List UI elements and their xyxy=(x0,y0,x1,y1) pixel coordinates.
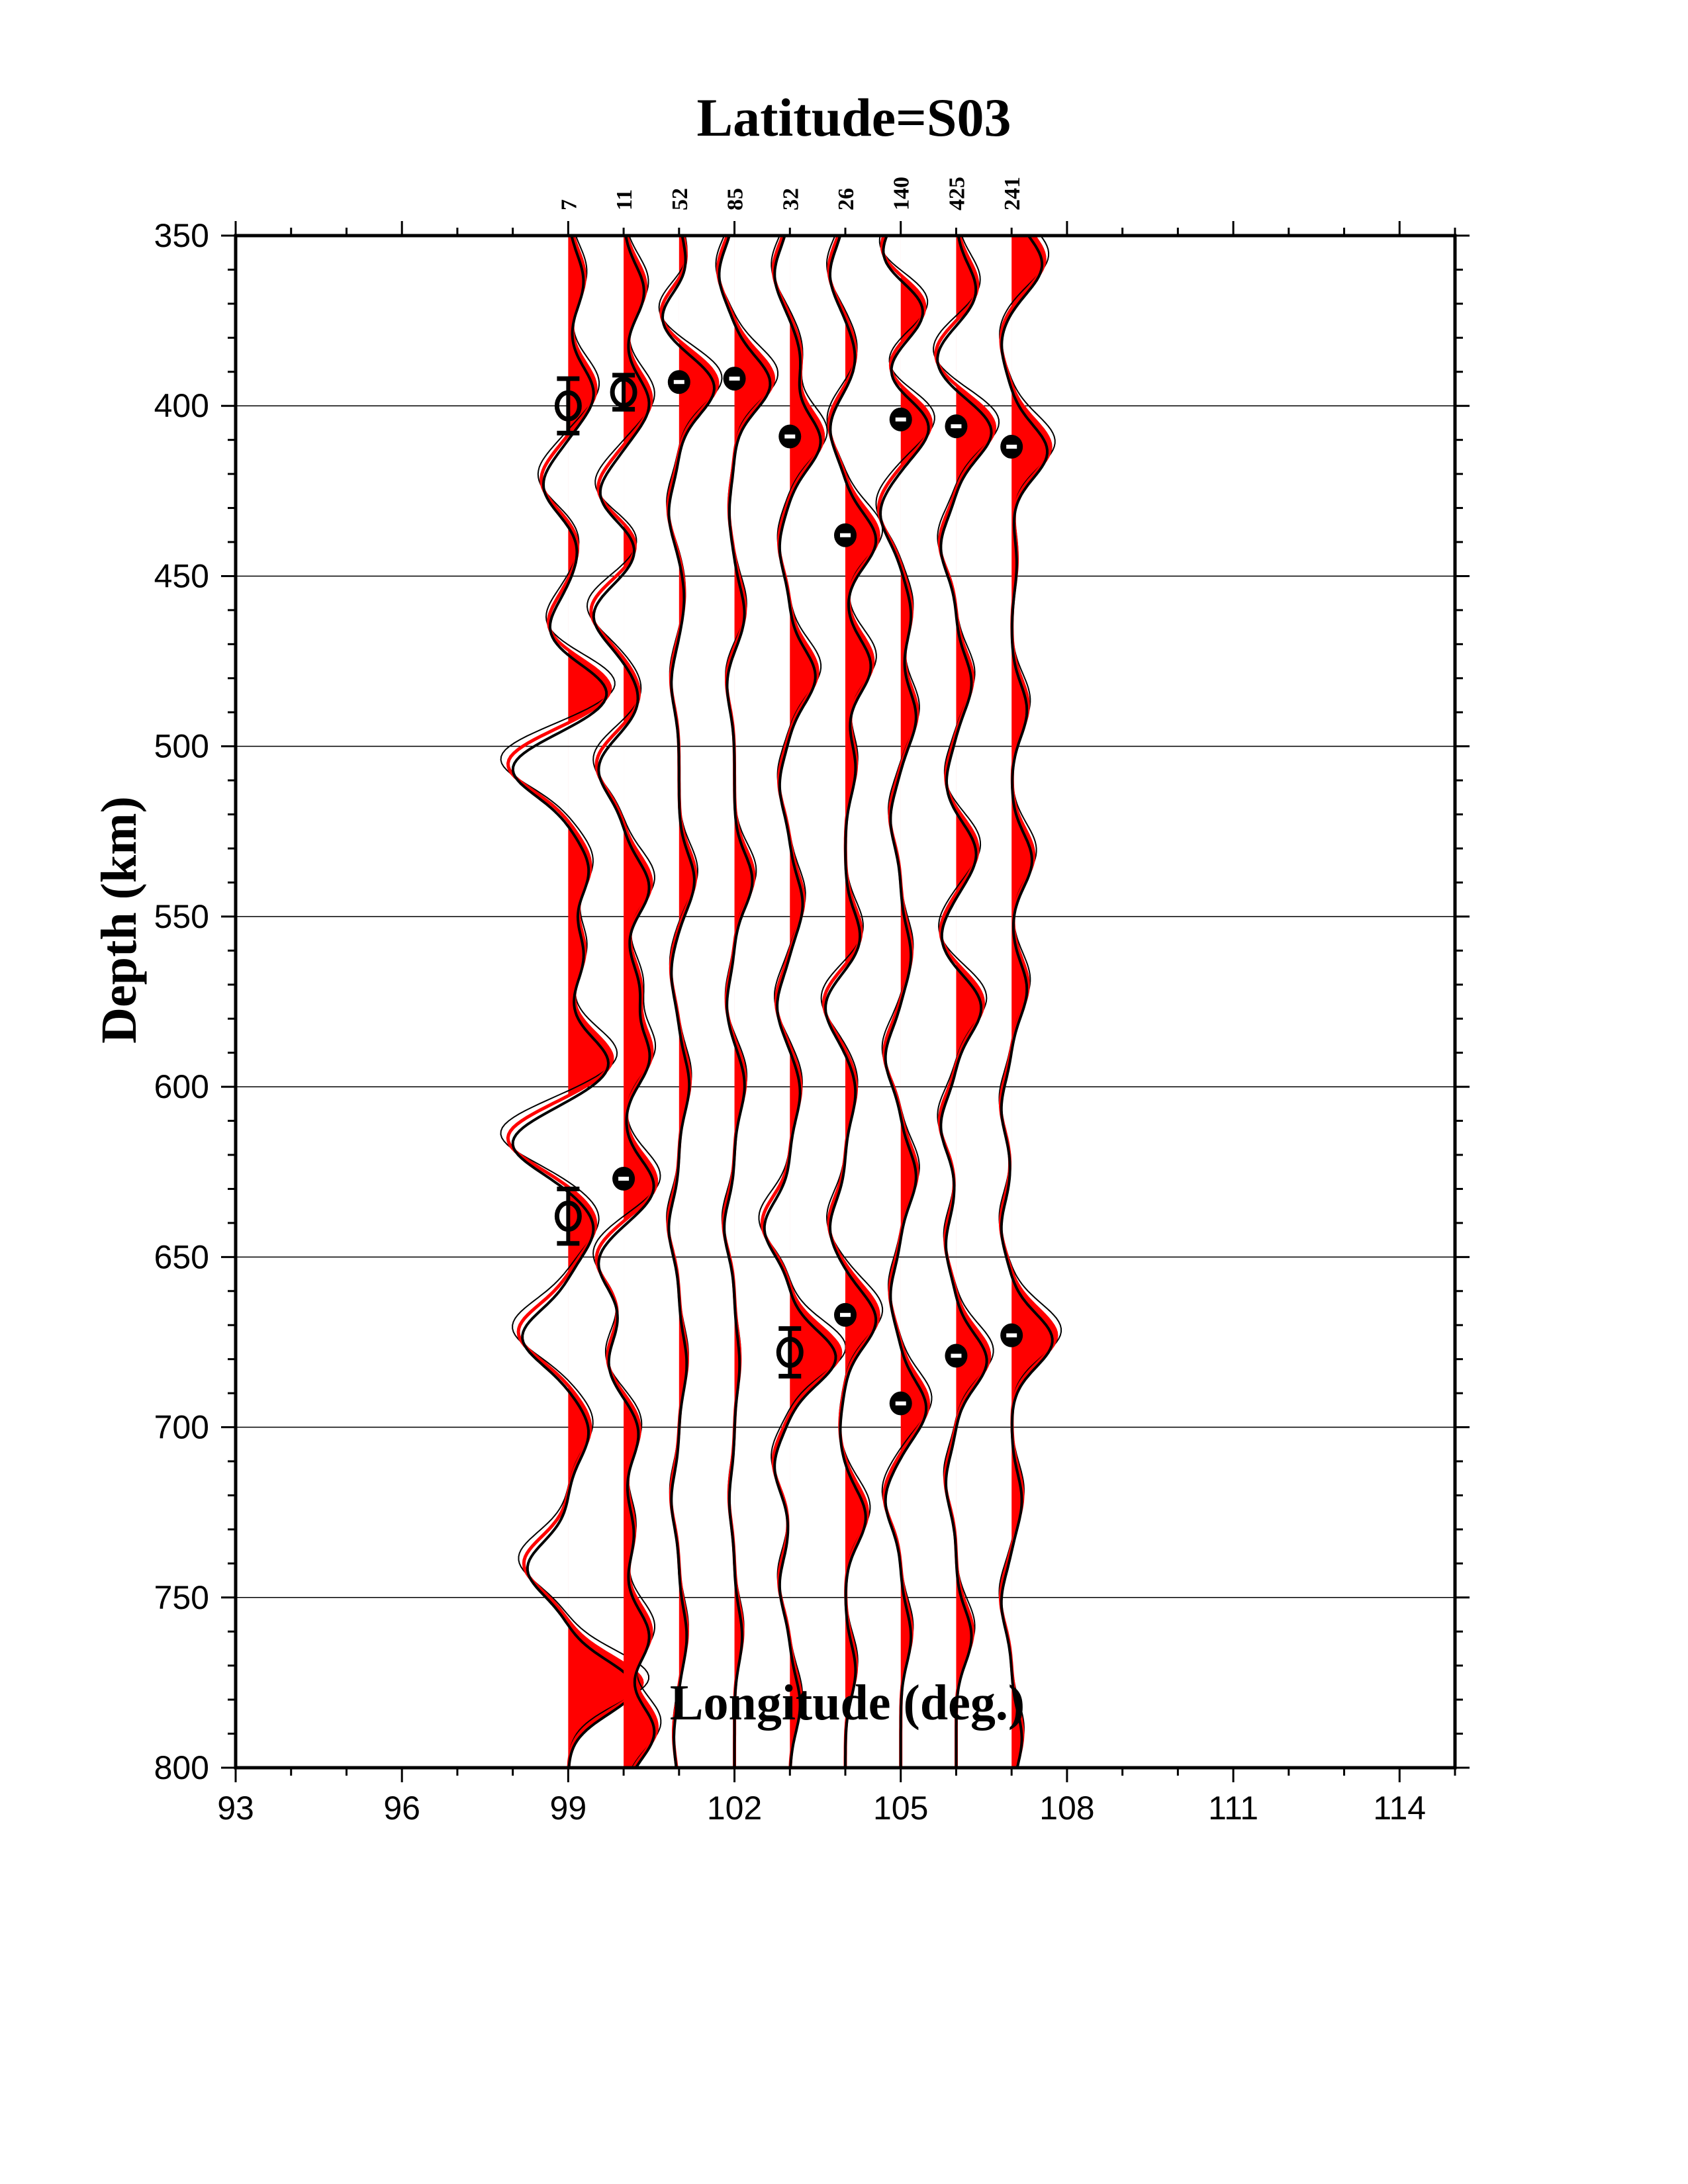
pick-center xyxy=(618,1177,630,1181)
pick-center xyxy=(729,377,740,381)
x-tick-label: 108 xyxy=(1039,1790,1094,1827)
trace-425 xyxy=(933,235,1000,1768)
trace-line-lower xyxy=(936,235,993,1768)
trace-line-lower xyxy=(1000,234,1054,1768)
trace-line-upper xyxy=(658,235,723,1768)
x-tick-label: 93 xyxy=(217,1790,254,1827)
depth-pick-marker xyxy=(554,1186,582,1246)
trace-label: 32 xyxy=(778,188,803,210)
y-tick-label: 750 xyxy=(154,1579,209,1616)
depth-pick-marker xyxy=(945,1343,968,1368)
y-tick-label: 650 xyxy=(154,1238,209,1275)
y-tick-label: 600 xyxy=(154,1068,209,1105)
x-axis-title: Longitude (deg.) xyxy=(670,1675,1025,1731)
chart-title: Latitude=S03 xyxy=(696,87,1011,148)
depth-pick-marker xyxy=(889,1391,912,1416)
depth-pick-marker xyxy=(723,367,746,391)
trace-label: 425 xyxy=(945,177,969,210)
positive-fill xyxy=(568,236,644,1768)
pick-center xyxy=(1006,444,1017,449)
depth-pick-marker xyxy=(834,1302,857,1327)
y-tick-label: 500 xyxy=(154,728,209,765)
pick-center xyxy=(951,1353,962,1358)
y-axis-title: Depth (km) xyxy=(91,796,147,1044)
pick-center xyxy=(673,380,684,385)
x-tick-label: 111 xyxy=(1208,1790,1258,1827)
y-tick-label: 800 xyxy=(154,1749,209,1786)
trace-11 xyxy=(586,235,662,1769)
trace-label: 7 xyxy=(557,199,581,210)
positive-fill xyxy=(1011,236,1058,1768)
trace-85 xyxy=(715,235,778,1768)
trace-label: 26 xyxy=(834,188,859,210)
axes: 7 11 52 85 32 26 140 425 241 93 96 99 102 105 108 111 11… xyxy=(154,177,1470,1827)
trace-line-upper xyxy=(820,235,884,1768)
positive-fill xyxy=(845,236,880,1768)
trace-32 xyxy=(758,235,847,1768)
depth-pick-marker xyxy=(776,1326,804,1379)
positive-fill xyxy=(679,236,720,1768)
pick-circle xyxy=(776,1336,804,1368)
depth-pick-marker xyxy=(554,376,582,435)
trace-line-lower xyxy=(824,235,878,1768)
trace-label: 241 xyxy=(1000,177,1025,210)
trace-line-lower xyxy=(511,235,636,1768)
trace-140 xyxy=(875,235,935,1768)
positive-fill xyxy=(790,236,843,1768)
trace-label: 52 xyxy=(668,188,692,210)
positive-fill xyxy=(734,236,776,1768)
trace-26 xyxy=(820,235,884,1768)
y-tick-label: 450 xyxy=(154,557,209,594)
y-tick-label: 550 xyxy=(154,898,209,935)
pick-center xyxy=(1006,1333,1017,1338)
x-tick-label: 114 xyxy=(1373,1790,1426,1827)
depth-pick-marker xyxy=(610,373,637,412)
trace-label: 11 xyxy=(612,189,637,210)
depth-pick-marker xyxy=(612,1167,635,1191)
depth-pick-marker xyxy=(1000,434,1023,459)
trace-label: 85 xyxy=(724,188,748,210)
y-tick-label: 350 xyxy=(154,217,209,254)
x-tick-label: 102 xyxy=(707,1790,762,1827)
trace-line-lower xyxy=(661,235,716,1768)
trace-line-lower xyxy=(763,235,837,1768)
pick-circle xyxy=(554,390,582,422)
depth-pick-marker xyxy=(889,407,912,432)
trace-line-mean xyxy=(821,235,880,1768)
pick-center xyxy=(840,533,851,537)
depth-pick-marker xyxy=(778,424,802,449)
depth-pick-marker xyxy=(667,370,690,394)
pick-circle xyxy=(554,1201,582,1232)
trace-line-lower xyxy=(879,235,930,1768)
positive-fill xyxy=(900,236,933,1768)
trace-7 xyxy=(500,235,649,1768)
y-tick-label: 700 xyxy=(154,1409,209,1446)
pick-center xyxy=(951,424,962,429)
positive-fill xyxy=(956,236,997,1768)
trace-line-mean xyxy=(659,235,720,1768)
trace-line-lower xyxy=(718,235,772,1768)
trace-label: 140 xyxy=(890,177,914,210)
pick-center xyxy=(784,434,796,439)
pick-circle xyxy=(610,377,637,408)
x-tick-label: 99 xyxy=(550,1790,587,1827)
y-tick-label: 400 xyxy=(154,387,209,424)
trace-52 xyxy=(658,235,723,1768)
trace-line-lower xyxy=(592,235,656,1769)
depth-pick-marker xyxy=(945,414,968,439)
x-tick-label: 105 xyxy=(873,1790,928,1827)
depth-pick-marker xyxy=(1000,1323,1023,1347)
pick-center xyxy=(895,417,906,422)
pick-center xyxy=(895,1401,906,1406)
depth-pick-marker xyxy=(834,523,857,547)
trace-241 xyxy=(998,234,1062,1768)
pick-center xyxy=(840,1312,851,1317)
x-tick-label: 96 xyxy=(383,1790,420,1827)
traces xyxy=(500,234,1062,1769)
